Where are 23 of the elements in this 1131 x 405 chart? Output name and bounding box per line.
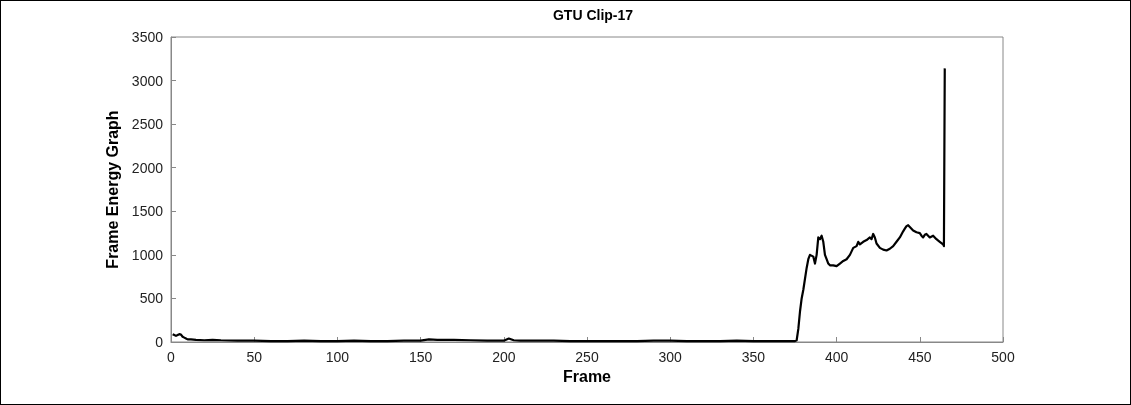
- x-tick-label: 300: [658, 349, 683, 365]
- x-axis-title: Frame: [562, 368, 612, 386]
- y-tick-label: 1000: [131, 246, 164, 263]
- y-tick-label: 2000: [131, 159, 164, 176]
- y-tick-label: 3500: [131, 29, 164, 45]
- y-tick-label: 500: [139, 290, 164, 307]
- x-tick-label: 200: [492, 349, 516, 365]
- x-tick-label: 350: [741, 349, 766, 365]
- line-series: [171, 67, 946, 343]
- y-tick-label: 2500: [131, 116, 164, 133]
- y-tick-label: 1500: [131, 203, 164, 220]
- chart-title: GTU Clip-17: [552, 7, 634, 23]
- x-tick-label: 150: [408, 349, 433, 365]
- x-tick-label: 50: [246, 349, 263, 365]
- x-tick-label: 100: [325, 349, 350, 365]
- y-tick-label: 3000: [131, 72, 164, 89]
- x-tick-label: 250: [575, 349, 599, 365]
- y-axis-title: Frame Energy Graph: [104, 110, 122, 269]
- x-tick-label: 450: [908, 349, 932, 365]
- y-tick-label: 0: [155, 334, 164, 350]
- x-tick-label: 500: [991, 349, 1015, 365]
- x-tick-label: 400: [824, 349, 849, 365]
- x-tick-label: 0: [167, 349, 176, 365]
